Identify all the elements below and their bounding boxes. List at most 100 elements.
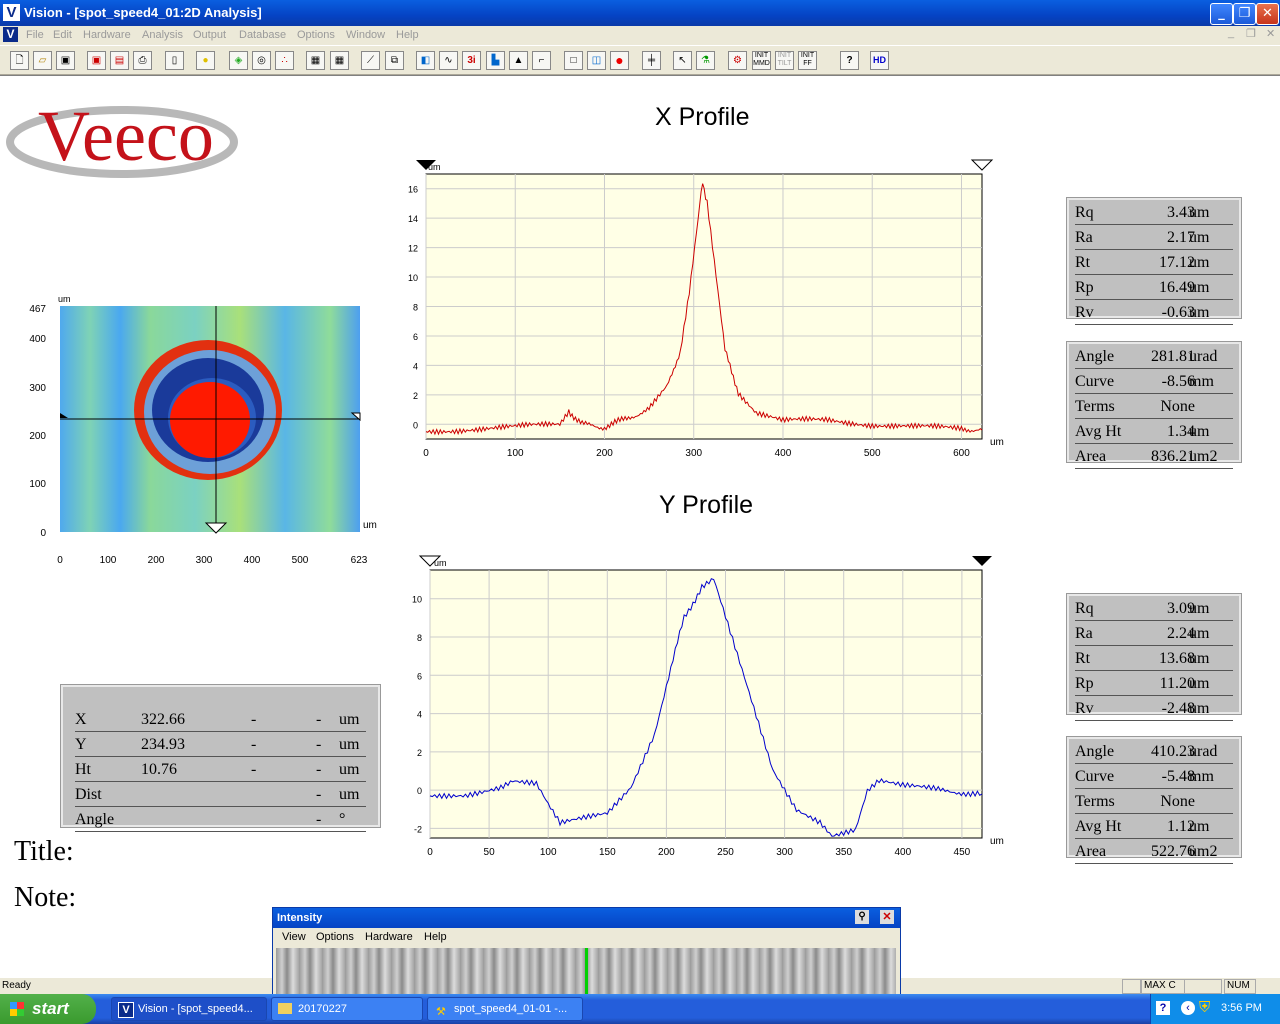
task-vision[interactable]: V Vision - [spot_speed4... <box>111 997 267 1021</box>
intensity-menu-help[interactable]: Help <box>424 931 447 943</box>
maximize-button[interactable]: ❐ <box>1233 3 1256 25</box>
map-xtick: 623 <box>351 555 368 566</box>
menu-options[interactable]: Options <box>297 29 335 41</box>
start-button[interactable]: start <box>0 994 96 1024</box>
box-empty-icon[interactable]: □ <box>564 51 583 70</box>
logo-text: Veeco <box>38 96 214 176</box>
menu-analysis[interactable]: Analysis <box>142 29 183 41</box>
y-profile-chart[interactable]: 0 50 100 150 200 250 300 350 400 450 -2 0 2 4 6 8 10 um um <box>390 546 1030 861</box>
table-a-icon[interactable]: ▦ <box>306 51 325 70</box>
cursor-label: Y <box>75 736 87 753</box>
menu-window[interactable]: Window <box>346 29 386 41</box>
color-map-icon[interactable]: ◈ <box>229 51 248 70</box>
mdi-close-icon[interactable]: ✕ <box>1266 28 1276 40</box>
page-icon[interactable]: ▯ <box>165 51 184 70</box>
gear-init-icon[interactable]: ⚙ <box>728 51 747 70</box>
flask-icon[interactable]: ⚗ <box>696 51 715 70</box>
stat-value: None <box>1160 398 1195 415</box>
curve-icon[interactable]: ⌐ <box>532 51 551 70</box>
window-title-bar[interactable]: V Vision - [spot_speed4_01:2D Analysis] … <box>0 0 1280 26</box>
menu-output[interactable]: Output <box>193 29 227 41</box>
help-icon[interactable]: ? <box>840 51 859 70</box>
record-red-icon[interactable]: ● <box>610 51 629 70</box>
intensity-menu-hardware[interactable]: Hardware <box>365 931 413 943</box>
app-icon: V <box>3 4 20 21</box>
cursor-label: X <box>75 711 87 728</box>
box-chart-icon[interactable]: ◫ <box>587 51 606 70</box>
stat-row: Curve -5.48 mm <box>1075 764 1233 789</box>
minimize-button[interactable]: _ <box>1210 3 1233 25</box>
pin-icon[interactable]: ⚲ <box>855 910 869 924</box>
cursor-icon[interactable]: ↖ <box>673 51 692 70</box>
task-spot[interactable]: ⚒ spot_speed4_01-01 -... <box>427 997 583 1021</box>
y-roughness-box: Rq 3.09 um Ra 2.24 um Rt 13.68 um Rp 11.20 um Rv -2.4… <box>1066 593 1242 721</box>
menu-hardware[interactable]: Hardware <box>83 29 131 41</box>
intensity-title-bar[interactable]: Intensity ⚲ ✕ <box>273 908 900 928</box>
menu-edit[interactable]: Edit <box>53 29 72 41</box>
map-x-unit: um <box>363 520 377 531</box>
menu-help[interactable]: Help <box>396 29 419 41</box>
intensity-menu-view[interactable]: View <box>282 931 306 943</box>
hd-icon[interactable]: HD <box>870 51 889 70</box>
menu-database[interactable]: Database <box>239 29 287 41</box>
left-marker-icon <box>416 160 436 170</box>
histogram-icon[interactable]: ▙ <box>486 51 505 70</box>
light-bulb-icon[interactable]: ● <box>196 51 215 70</box>
3d-i-icon[interactable]: 3i <box>462 51 481 70</box>
menu-file[interactable]: File <box>26 29 44 41</box>
right-marker-icon <box>972 556 992 566</box>
document-icon[interactable]: V <box>3 27 18 42</box>
shield-icon[interactable]: ⛨ <box>1199 999 1211 1016</box>
bracket-icon[interactable]: ╪ <box>642 51 661 70</box>
map-marker-bottom-icon[interactable] <box>204 522 228 534</box>
profile-chart-icon[interactable]: ∿ <box>439 51 458 70</box>
height-map[interactable]: um 467 400 300 200 100 0 um 0 100 200 30… <box>20 294 390 569</box>
cursor-unit: um <box>339 761 360 778</box>
intensity-close-icon[interactable]: ✕ <box>880 910 894 924</box>
chevron-left-icon[interactable]: ‹ <box>1181 1001 1195 1015</box>
stat-unit: um <box>1189 650 1210 667</box>
table-b-icon[interactable]: ▦ <box>330 51 349 70</box>
stat-row: Terms None <box>1075 394 1233 419</box>
stat-value: None <box>1160 793 1195 810</box>
intensity-title: Intensity <box>277 912 323 924</box>
x-profile-chart[interactable]: 0 100 200 300 400 500 600 0 2 4 6 8 10 12 14 16 um um <box>390 156 1030 466</box>
stat-row: Rq 3.43 um <box>1075 200 1233 225</box>
color-3d-icon[interactable]: ◧ <box>416 51 435 70</box>
save-icon[interactable]: ▣ <box>56 51 75 70</box>
dots-icon[interactable]: ∴ <box>275 51 294 70</box>
mdi-restore-icon[interactable]: ❐ <box>1246 28 1256 40</box>
task-folder[interactable]: 20170227 <box>271 997 423 1021</box>
mdi-minimize-icon[interactable]: _ <box>1228 27 1235 39</box>
cursor-label: Dist <box>75 786 102 803</box>
open-folder-icon[interactable]: ▱ <box>33 51 52 70</box>
stat-label: Curve <box>1075 373 1115 390</box>
print-icon[interactable]: ⎙ <box>133 51 152 70</box>
init-tilt-icon[interactable]: INIT TILT <box>775 51 794 70</box>
spike-icon[interactable]: ▲ <box>509 51 528 70</box>
intensity-menu-options[interactable]: Options <box>316 931 354 943</box>
map-marker-right-icon[interactable] <box>350 412 361 422</box>
contour-icon[interactable]: ◎ <box>252 51 271 70</box>
close-button[interactable]: ✕ <box>1256 3 1279 25</box>
y-tick-label: 0 <box>413 420 418 430</box>
help-tray-icon[interactable]: ? <box>1156 1001 1170 1015</box>
ruler-icon[interactable]: ⟋ <box>361 51 380 70</box>
stat-unit: um <box>1189 625 1210 642</box>
map-xtick: 500 <box>292 555 309 566</box>
save-disk-icon[interactable]: ▤ <box>110 51 129 70</box>
stat-label: Rp <box>1075 675 1094 692</box>
map-marker-left-icon[interactable] <box>60 413 68 418</box>
stat-value: 3.09 <box>1167 600 1195 617</box>
stat-row: Rp 16.49 um <box>1075 275 1233 300</box>
intensity-window[interactable]: Intensity ⚲ ✕ View Options Hardware Help <box>272 907 901 997</box>
save-red-icon[interactable]: ▣ <box>87 51 106 70</box>
cursor-unit: um <box>339 786 360 803</box>
new-file-icon[interactable]: 🗋 <box>10 51 29 70</box>
copy-icon[interactable]: ⧉ <box>385 51 404 70</box>
intensity-marker[interactable] <box>585 948 588 994</box>
init-ff-icon[interactable]: INIT FF <box>798 51 817 70</box>
x-tick-label: 0 <box>427 847 433 858</box>
init-mmd-icon[interactable]: INIT MMD <box>752 51 771 70</box>
stat-unit: urad <box>1189 348 1218 365</box>
